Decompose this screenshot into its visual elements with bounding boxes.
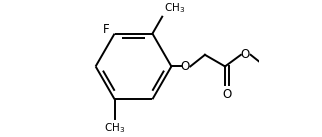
Text: O: O bbox=[241, 48, 250, 61]
Text: CH$_3$: CH$_3$ bbox=[164, 2, 185, 15]
Text: O: O bbox=[223, 88, 232, 101]
Text: CH$_3$: CH$_3$ bbox=[104, 121, 125, 135]
Text: F: F bbox=[103, 23, 110, 36]
Text: O: O bbox=[180, 60, 189, 73]
